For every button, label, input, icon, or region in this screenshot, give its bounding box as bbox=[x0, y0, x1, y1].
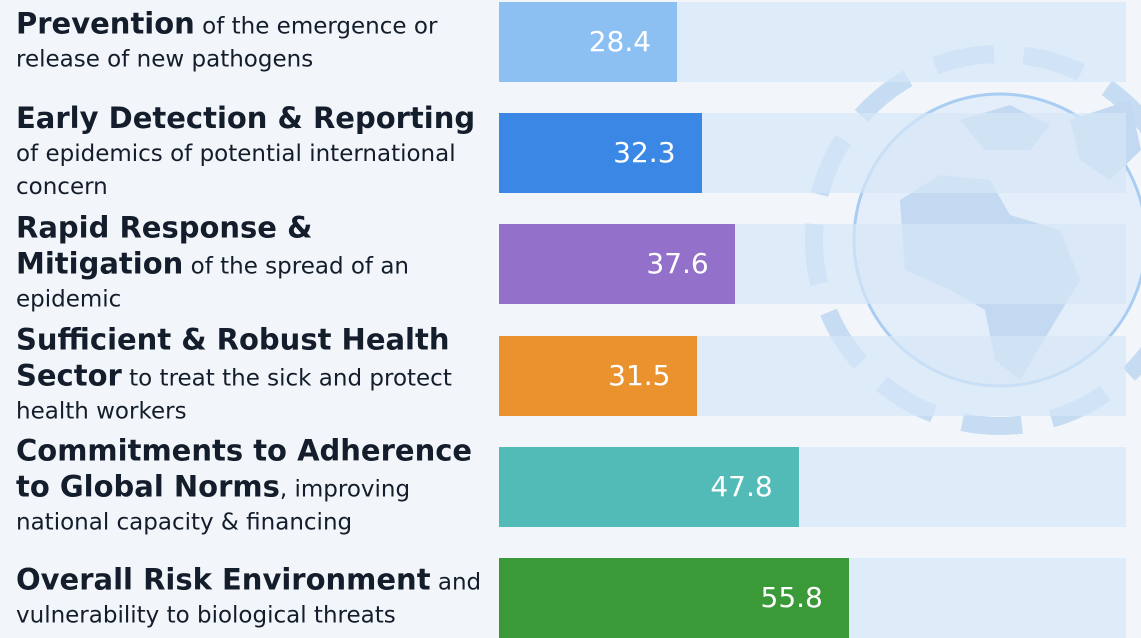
category-label: Commitments to Adherence to Global Norms… bbox=[16, 434, 486, 539]
category-description: of the emergence or release of new patho… bbox=[16, 13, 438, 73]
category-description: to treat the sick and protect health wor… bbox=[16, 365, 452, 425]
category-description: of epidemics of potential international … bbox=[16, 141, 456, 201]
bar bbox=[499, 558, 849, 638]
bar bbox=[499, 2, 678, 82]
bar bbox=[499, 113, 702, 194]
value-label: 32.3 bbox=[613, 136, 676, 170]
category-name: Overall Risk Environment bbox=[16, 562, 431, 597]
bar-row: Rapid Response & Mitigation of the sprea… bbox=[0, 211, 1141, 313]
bar-row: Overall Risk Environment and vulnerabili… bbox=[0, 558, 1141, 638]
value-label: 28.4 bbox=[588, 25, 652, 58]
category-name: Prevention bbox=[16, 6, 195, 41]
value-label: 31.5 bbox=[608, 358, 671, 392]
category-label: Prevention of the emergence or release o… bbox=[16, 6, 486, 77]
category-description: , improving national capacity & financin… bbox=[16, 476, 411, 536]
category-name: Commitments to Adherence to Global Norms bbox=[16, 433, 473, 504]
category-description: of the spread of an epidemic bbox=[16, 253, 410, 313]
value-label: 47.8 bbox=[710, 469, 773, 503]
bar bbox=[499, 446, 799, 527]
bar-row: Early Detection & Reporting of epidemics… bbox=[0, 102, 1141, 200]
value-label: 55.8 bbox=[760, 581, 823, 614]
value-label: 37.6 bbox=[646, 247, 709, 281]
category-label: Rapid Response & Mitigation of the sprea… bbox=[16, 210, 486, 317]
category-name: Early Detection & Reporting bbox=[16, 101, 476, 136]
category-label: Sufficient & Robust Health Sector to tre… bbox=[16, 323, 486, 428]
bar-row: Prevention of the emergence or release o… bbox=[0, 2, 1141, 82]
category-name: Rapid Response & Mitigation bbox=[16, 210, 313, 281]
category-name: Sufficient & Robust Health Sector bbox=[16, 322, 450, 393]
category-label: Overall Risk Environment and vulnerabili… bbox=[16, 562, 486, 633]
category-description: and vulnerability to biological threats bbox=[16, 569, 482, 629]
bar-row: Commitments to Adherence to Global Norms… bbox=[0, 434, 1141, 535]
category-label: Early Detection & Reporting of epidemics… bbox=[16, 102, 486, 204]
bar bbox=[499, 224, 735, 305]
bar-row: Sufficient & Robust Health Sector to tre… bbox=[0, 323, 1141, 424]
bar bbox=[499, 335, 697, 416]
